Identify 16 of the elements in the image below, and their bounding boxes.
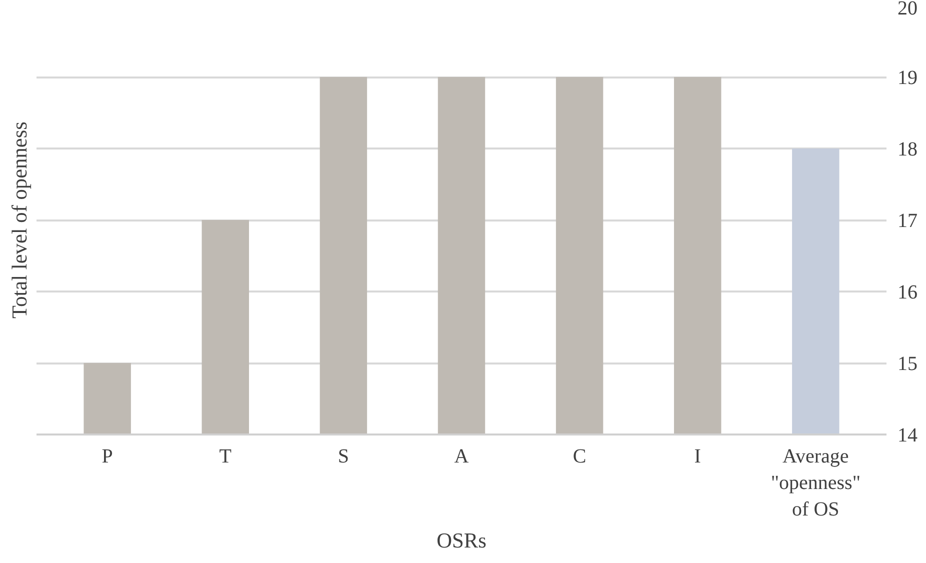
x-tick-label: I [694, 446, 701, 468]
x-tick-label: C [572, 446, 586, 468]
y-tick-label: 20 [898, 0, 918, 20]
x-tick-label: T [219, 446, 232, 468]
y-tick-label: 14 [898, 424, 918, 446]
x-tick-label: A [454, 446, 470, 468]
y-tick-label: 18 [898, 138, 918, 160]
x-tick-label: P [102, 446, 113, 468]
y-tick-label: 19 [898, 67, 918, 89]
x-tick-label: S [338, 446, 350, 468]
y-tick-label: 15 [898, 353, 918, 375]
y-axis-title: Total level of openness [8, 122, 32, 318]
y-tick-label: 17 [898, 210, 918, 232]
x-axis-title: OSRs [436, 528, 486, 552]
x-tick-label: Average "openness" of OS [770, 446, 860, 520]
y-tick-label: 16 [898, 282, 918, 304]
